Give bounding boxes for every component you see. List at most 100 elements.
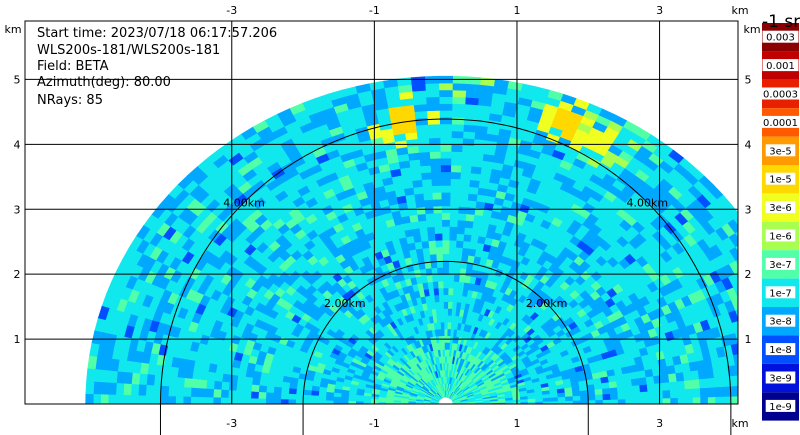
sector-cell: [447, 280, 454, 289]
sector-cell: [439, 151, 452, 159]
sector-cell: [707, 416, 715, 426]
sector-cell: [662, 414, 670, 422]
sector-cell: [463, 226, 473, 236]
sector-cell: [448, 246, 457, 255]
sector-cell: [265, 392, 274, 400]
sector-cell: [288, 382, 298, 390]
sector-cell: [721, 375, 731, 387]
sector-cell: [435, 246, 443, 255]
nrays-label: NRays: 85: [37, 93, 103, 108]
sector-cell: [483, 406, 491, 408]
sector-cell: [438, 301, 444, 309]
sector-cell: [763, 349, 773, 362]
sector-cell: [430, 178, 442, 187]
sector-cell: [458, 192, 469, 201]
sector-cell: [429, 157, 441, 166]
sector-cell: [513, 405, 521, 408]
sector-cell: [190, 396, 199, 404]
sector-cell: [212, 389, 222, 399]
sector-cell: [85, 381, 95, 395]
sector-cell: [438, 89, 453, 97]
sector-cell: [476, 405, 484, 407]
sector-cell: [625, 412, 633, 419]
sector-cell: [744, 374, 753, 385]
sector-cell: [161, 416, 169, 426]
x-tick-label: 1: [513, 417, 520, 430]
sector-cell: [266, 379, 276, 388]
sector-cell: [393, 406, 401, 408]
sector-cell: [281, 411, 289, 417]
sector-cell: [242, 390, 252, 400]
sector-cell: [437, 287, 444, 296]
start-time-label: Start time: 2023/07/18 06:17:57.206: [37, 26, 278, 41]
sector-cell: [236, 406, 244, 414]
sector-cell: [228, 382, 238, 392]
sector-cell: [452, 287, 459, 296]
sector-cell: [610, 398, 619, 404]
sector-cell: [205, 397, 214, 404]
sector-cell: [451, 123, 465, 132]
sector-cell: [431, 185, 442, 193]
sector-cell: [722, 416, 730, 426]
sector-cell: [206, 414, 214, 423]
y-tick-label: 1: [745, 333, 752, 346]
sector-cell: [341, 405, 349, 409]
sector-cell: [603, 411, 611, 417]
sector-cell: [447, 301, 453, 309]
y-unit-left: km: [4, 23, 21, 36]
sector-cell: [362, 398, 372, 403]
sector-cell: [412, 186, 424, 195]
sector-cell: [698, 377, 708, 389]
sector-cell: [441, 212, 451, 220]
sector-cell: [465, 213, 475, 222]
sector-cell: [708, 406, 716, 416]
sector-cell: [625, 398, 634, 404]
sector-cell: [766, 372, 775, 384]
sector-cell: [770, 347, 780, 360]
sector-cell: [139, 417, 147, 428]
sector-cell: [789, 370, 798, 383]
sector-cell: [753, 384, 761, 395]
sector-cell: [130, 395, 139, 404]
sector-cell: [587, 394, 596, 401]
sector-cell: [660, 373, 670, 384]
sector-cell: [438, 294, 444, 303]
sector-cell: [753, 407, 761, 418]
sector-cell: [653, 374, 663, 384]
range-ring: [302, 260, 589, 405]
sector-cell: [435, 253, 443, 262]
sector-cell: [737, 385, 738, 397]
sector-cell: [632, 398, 641, 404]
sector-cell: [441, 226, 450, 234]
sector-cell: [700, 406, 708, 415]
sector-cell: [460, 254, 469, 263]
sector-cell: [333, 409, 341, 413]
sector-cell: [647, 397, 656, 404]
instrument-label: WLS200s-181/WLS200s-181: [37, 43, 221, 58]
sector-cell: [732, 284, 738, 298]
sector-cell: [754, 276, 766, 290]
sector-cell: [444, 342, 448, 350]
sector-cell: [386, 404, 394, 406]
sector-cell: [175, 377, 185, 388]
sector-cell: [281, 405, 289, 411]
sector-cell: [228, 406, 236, 414]
x-unit-bottom: km: [731, 417, 748, 430]
sector-cell: [426, 110, 440, 118]
sector-cell: [197, 388, 207, 398]
sector-cell: [318, 409, 326, 414]
sector-cell: [462, 240, 471, 249]
sector-cell: [462, 233, 472, 242]
sector-cell: [280, 387, 290, 395]
sector-cell: [772, 359, 781, 372]
sector-cell: [466, 199, 477, 209]
range-ring-label: 4.00km: [223, 196, 265, 209]
sector-cell: [417, 220, 428, 229]
sector-cell: [418, 151, 431, 160]
sector-cell: [764, 299, 775, 313]
sector-cell: [438, 103, 453, 111]
sector-cell: [550, 409, 558, 413]
sector-cell: [413, 103, 428, 113]
sector-cell: [152, 395, 162, 404]
sector-cell: [448, 253, 456, 262]
